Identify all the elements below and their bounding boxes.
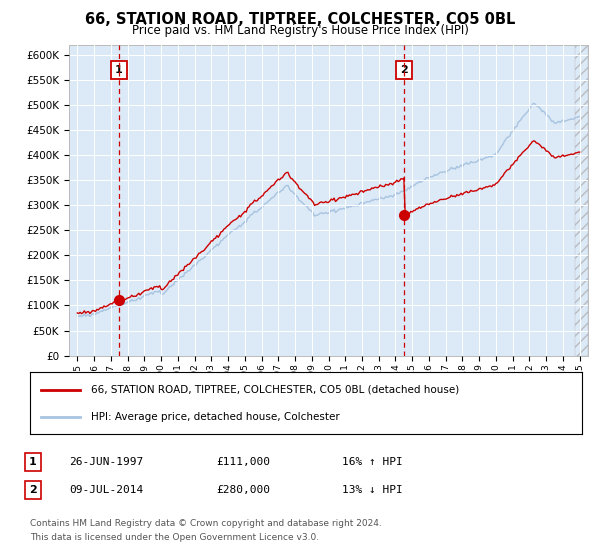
Text: 1: 1 xyxy=(29,457,37,467)
Text: 16% ↑ HPI: 16% ↑ HPI xyxy=(342,457,403,467)
Text: This data is licensed under the Open Government Licence v3.0.: This data is licensed under the Open Gov… xyxy=(30,533,319,542)
Text: 13% ↓ HPI: 13% ↓ HPI xyxy=(342,485,403,495)
Text: Contains HM Land Registry data © Crown copyright and database right 2024.: Contains HM Land Registry data © Crown c… xyxy=(30,519,382,528)
Text: 66, STATION ROAD, TIPTREE, COLCHESTER, CO5 0BL: 66, STATION ROAD, TIPTREE, COLCHESTER, C… xyxy=(85,12,515,27)
Text: 09-JUL-2014: 09-JUL-2014 xyxy=(69,485,143,495)
Text: Price paid vs. HM Land Registry's House Price Index (HPI): Price paid vs. HM Land Registry's House … xyxy=(131,24,469,37)
Text: 2: 2 xyxy=(400,65,408,75)
Text: £280,000: £280,000 xyxy=(216,485,270,495)
Text: 26-JUN-1997: 26-JUN-1997 xyxy=(69,457,143,467)
Text: 66, STATION ROAD, TIPTREE, COLCHESTER, CO5 0BL (detached house): 66, STATION ROAD, TIPTREE, COLCHESTER, C… xyxy=(91,385,459,395)
Text: 1: 1 xyxy=(115,65,123,75)
Text: £111,000: £111,000 xyxy=(216,457,270,467)
Text: HPI: Average price, detached house, Colchester: HPI: Average price, detached house, Colc… xyxy=(91,412,340,422)
Text: 2: 2 xyxy=(29,485,37,495)
